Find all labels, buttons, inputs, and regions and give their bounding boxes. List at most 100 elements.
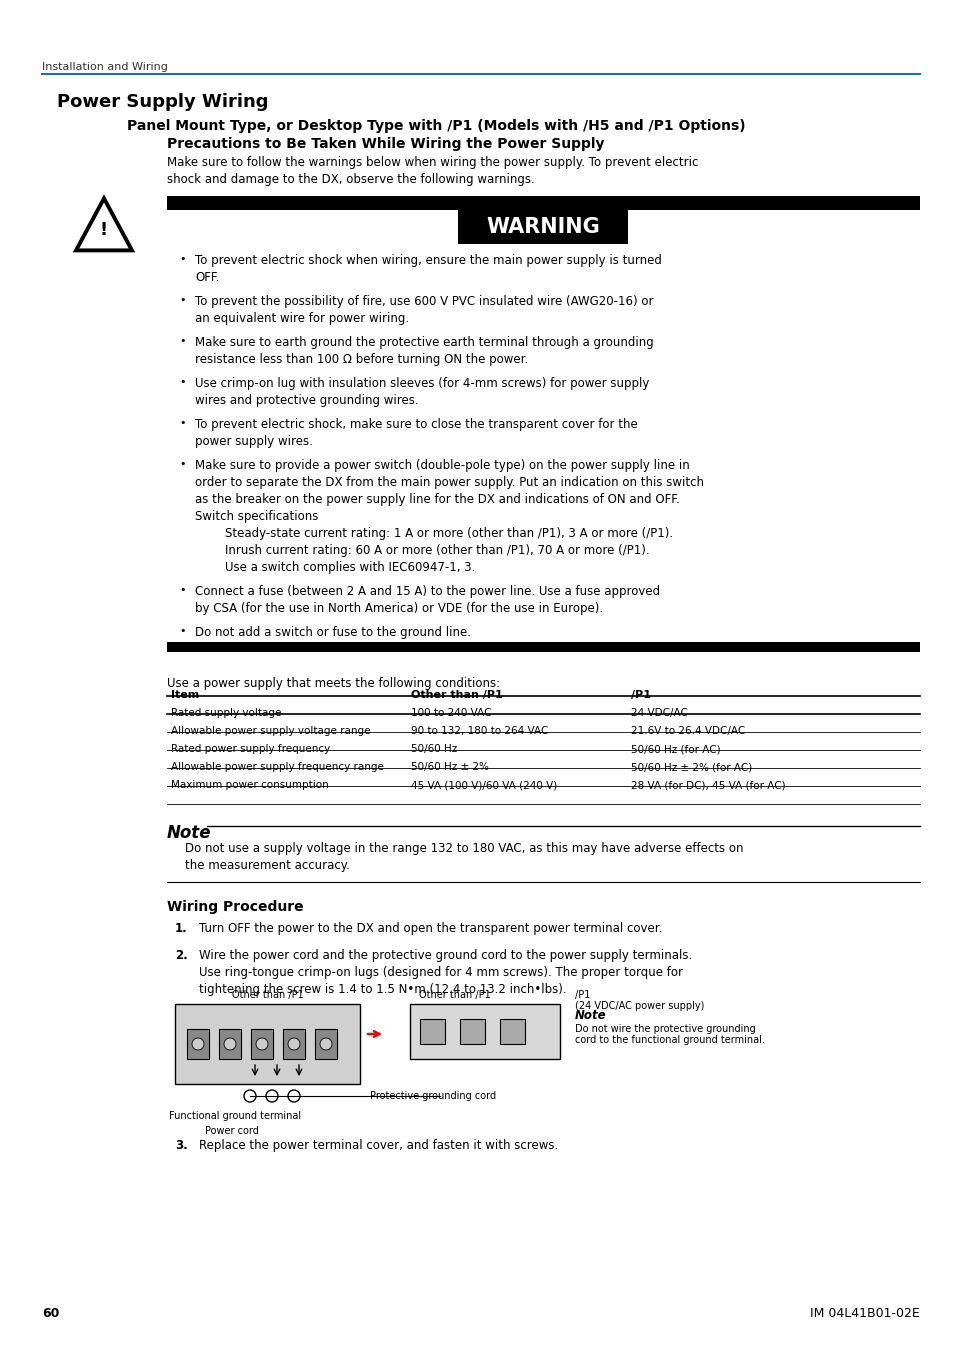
Circle shape (319, 1038, 332, 1050)
Text: 3.: 3. (174, 1139, 188, 1152)
Circle shape (224, 1038, 235, 1050)
Text: Allowable power supply voltage range: Allowable power supply voltage range (171, 726, 370, 736)
Text: •: • (179, 296, 185, 305)
Text: Allowable power supply frequency range: Allowable power supply frequency range (171, 761, 383, 772)
Text: Turn OFF the power to the DX and open the transparent power terminal cover.: Turn OFF the power to the DX and open th… (199, 922, 661, 936)
Text: Note: Note (167, 824, 212, 842)
Text: •: • (179, 377, 185, 387)
Text: order to separate the DX from the main power supply. Put an indication on this s: order to separate the DX from the main p… (194, 477, 703, 489)
Text: Other than /P1: Other than /P1 (232, 990, 303, 1000)
Bar (499, 1019, 524, 1044)
Text: To prevent electric shock, make sure to close the transparent cover for the: To prevent electric shock, make sure to … (194, 418, 638, 431)
Text: Wire the power cord and the protective ground cord to the power supply terminals: Wire the power cord and the protective g… (199, 949, 692, 963)
Text: Use ring-tongue crimp-on lugs (designed for 4 mm screws). The proper torque for: Use ring-tongue crimp-on lugs (designed … (199, 967, 682, 979)
Text: Inrush current rating: 60 A or more (other than /P1), 70 A or more (/P1).: Inrush current rating: 60 A or more (oth… (225, 544, 649, 558)
Text: Functional ground terminal: Functional ground terminal (169, 1111, 301, 1120)
Text: 24 VDC/AC: 24 VDC/AC (630, 707, 687, 718)
Text: 60: 60 (42, 1307, 59, 1320)
Bar (251, 1029, 273, 1058)
Text: (24 VDC/AC power supply): (24 VDC/AC power supply) (575, 1000, 703, 1011)
Text: 50/60 Hz (for AC): 50/60 Hz (for AC) (630, 744, 720, 755)
Text: /P1: /P1 (575, 990, 590, 1000)
Text: Rated supply voltage: Rated supply voltage (171, 707, 281, 718)
Text: Make sure to provide a power switch (double-pole type) on the power supply line : Make sure to provide a power switch (dou… (194, 459, 689, 472)
Text: by CSA (for the use in North America) or VDE (for the use in Europe).: by CSA (for the use in North America) or… (194, 602, 602, 616)
Text: 50/60 Hz: 50/60 Hz (411, 744, 456, 755)
Text: To prevent electric shock when wiring, ensure the main power supply is turned: To prevent electric shock when wiring, e… (194, 254, 661, 267)
Text: !: ! (100, 220, 108, 239)
Text: 28 VA (for DC), 45 VA (for AC): 28 VA (for DC), 45 VA (for AC) (630, 780, 785, 790)
Circle shape (244, 1089, 255, 1102)
Text: OFF.: OFF. (194, 271, 219, 284)
Text: 100 to 240 VAC: 100 to 240 VAC (411, 707, 491, 718)
Bar (187, 1029, 209, 1058)
Text: Wiring Procedure: Wiring Procedure (167, 900, 303, 914)
Text: 21.6V to 26.4 VDC/AC: 21.6V to 26.4 VDC/AC (630, 726, 744, 736)
Text: Use a switch complies with IEC60947-1, 3.: Use a switch complies with IEC60947-1, 3… (225, 562, 475, 574)
Text: tightening the screw is 1.4 to 1.5 N•m (12.4 to 13.2 inch•lbs).: tightening the screw is 1.4 to 1.5 N•m (… (199, 983, 566, 996)
Text: Panel Mount Type, or Desktop Type with /P1 (Models with /H5 and /P1 Options): Panel Mount Type, or Desktop Type with /… (127, 119, 745, 134)
Text: Item: Item (171, 690, 199, 701)
Text: Power Supply Wiring: Power Supply Wiring (57, 93, 268, 111)
Text: Other than /P1: Other than /P1 (418, 990, 491, 1000)
Text: •: • (179, 254, 185, 265)
Text: To prevent the possibility of fire, use 600 V PVC insulated wire (AWG20-16) or: To prevent the possibility of fire, use … (194, 296, 653, 308)
Circle shape (266, 1089, 277, 1102)
Bar (283, 1029, 305, 1058)
Text: 90 to 132, 180 to 264 VAC: 90 to 132, 180 to 264 VAC (411, 726, 548, 736)
Bar (410, 1004, 559, 1058)
Text: Note: Note (575, 1008, 606, 1022)
Text: cord to the functional ground terminal.: cord to the functional ground terminal. (575, 1035, 764, 1045)
Text: shock and damage to the DX, observe the following warnings.: shock and damage to the DX, observe the … (167, 173, 535, 186)
Text: •: • (179, 585, 185, 595)
Text: the measurement accuracy.: the measurement accuracy. (185, 859, 350, 872)
Text: Replace the power terminal cover, and fasten it with screws.: Replace the power terminal cover, and fa… (199, 1139, 558, 1152)
Text: Installation and Wiring: Installation and Wiring (42, 62, 168, 72)
Text: Do not add a switch or fuse to the ground line.: Do not add a switch or fuse to the groun… (194, 626, 471, 639)
Text: Maximum power consumption: Maximum power consumption (171, 780, 329, 790)
Text: Rated power supply frequency: Rated power supply frequency (171, 744, 330, 755)
Text: •: • (179, 626, 185, 636)
Circle shape (192, 1038, 204, 1050)
Text: 2.: 2. (174, 949, 188, 963)
Text: 45 VA (100 V)/60 VA (240 V): 45 VA (100 V)/60 VA (240 V) (411, 780, 557, 790)
Text: 1.: 1. (174, 922, 188, 936)
Circle shape (288, 1038, 299, 1050)
Text: Switch specifications: Switch specifications (194, 510, 318, 522)
Bar (459, 1019, 484, 1044)
Text: as the breaker on the power supply line for the DX and indications of ON and OFF: as the breaker on the power supply line … (194, 493, 679, 506)
Text: Protective grounding cord: Protective grounding cord (370, 1091, 496, 1102)
Text: Make sure to earth ground the protective earth terminal through a grounding: Make sure to earth ground the protective… (194, 336, 653, 350)
Bar (167, 196, 919, 211)
Text: Do not use a supply voltage in the range 132 to 180 VAC, as this may have advers: Do not use a supply voltage in the range… (185, 842, 742, 855)
Text: wires and protective grounding wires.: wires and protective grounding wires. (194, 394, 418, 406)
Text: resistance less than 100 Ω before turning ON the power.: resistance less than 100 Ω before turnin… (194, 352, 528, 366)
Text: Steady-state current rating: 1 A or more (other than /P1), 3 A or more (/P1).: Steady-state current rating: 1 A or more… (225, 526, 673, 540)
Text: •: • (179, 459, 185, 468)
Text: Use crimp-on lug with insulation sleeves (for 4-mm screws) for power supply: Use crimp-on lug with insulation sleeves… (194, 377, 649, 390)
Circle shape (255, 1038, 268, 1050)
Text: Other than /P1: Other than /P1 (411, 690, 502, 701)
Bar (314, 1029, 336, 1058)
Text: •: • (179, 418, 185, 428)
Text: 50/60 Hz ± 2%: 50/60 Hz ± 2% (411, 761, 488, 772)
Text: Do not wire the protective grounding: Do not wire the protective grounding (575, 1025, 755, 1034)
Text: Precautions to Be Taken While Wiring the Power Supply: Precautions to Be Taken While Wiring the… (167, 136, 604, 151)
Bar (219, 1029, 241, 1058)
Text: an equivalent wire for power wiring.: an equivalent wire for power wiring. (194, 312, 409, 325)
Text: Power cord: Power cord (205, 1126, 258, 1135)
Circle shape (288, 1089, 299, 1102)
Text: Make sure to follow the warnings below when wiring the power supply. To prevent : Make sure to follow the warnings below w… (167, 157, 698, 169)
Bar (174, 1004, 359, 1084)
Bar (167, 643, 919, 652)
Text: •: • (179, 336, 185, 346)
Text: /P1: /P1 (630, 690, 650, 701)
Text: WARNING: WARNING (486, 217, 599, 238)
Bar (419, 1019, 444, 1044)
Text: IM 04L41B01-02E: IM 04L41B01-02E (809, 1307, 919, 1320)
Text: Connect a fuse (between 2 A and 15 A) to the power line. Use a fuse approved: Connect a fuse (between 2 A and 15 A) to… (194, 585, 659, 598)
Text: 50/60 Hz ± 2% (for AC): 50/60 Hz ± 2% (for AC) (630, 761, 752, 772)
Text: power supply wires.: power supply wires. (194, 435, 313, 448)
Text: Use a power supply that meets the following conditions:: Use a power supply that meets the follow… (167, 676, 499, 690)
Bar (458, 211, 628, 244)
